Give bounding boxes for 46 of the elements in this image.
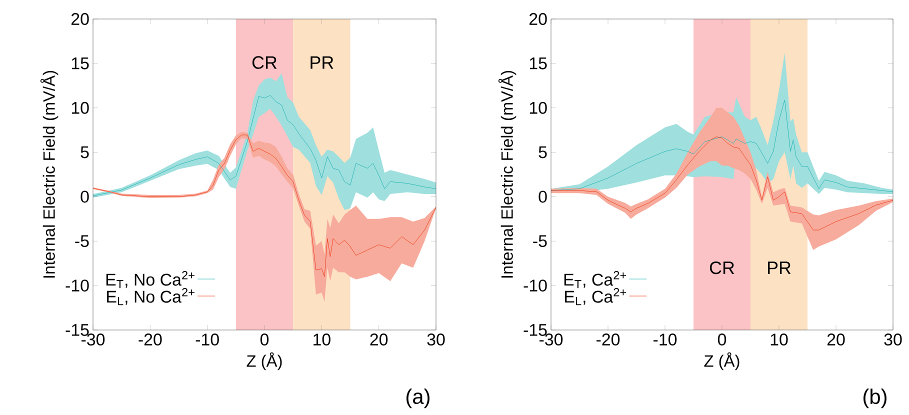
y-tick-label: -10 xyxy=(66,280,89,292)
y-tick-label: -5 xyxy=(533,235,547,248)
y-tick-label: 10 xyxy=(72,102,89,114)
y-tick-label: 10 xyxy=(530,102,547,114)
x-tick-label: -10 xyxy=(196,334,219,346)
y-axis-title: Internal Electric Field (mV/Å) xyxy=(498,70,516,278)
band-label: PR xyxy=(768,262,791,274)
text: (a) xyxy=(406,388,430,408)
legend-label: E$_{L}$, Ca$^{2+}$ xyxy=(565,288,626,306)
text: (b) xyxy=(864,388,886,408)
y-tick-label: 0 xyxy=(538,190,547,203)
y-tick-label: 15 xyxy=(530,58,547,70)
band-label: PR xyxy=(310,56,334,69)
y-tick-label: -5 xyxy=(75,235,89,248)
x-tick-label: 20 xyxy=(370,334,388,346)
x-axis-title: Z (Å) xyxy=(246,352,282,370)
legend-label: E$_{T}$, No Ca$^{2+}$ xyxy=(106,271,194,288)
x-tick-label: 30 xyxy=(427,334,445,346)
y-tick-label: -15 xyxy=(66,324,89,336)
y-tick-label: 20 xyxy=(72,13,89,25)
x-tick-label: 10 xyxy=(770,334,788,346)
x-tick-label: -10 xyxy=(654,334,677,346)
y-tick-label: 5 xyxy=(80,146,89,158)
x-tick-label: 0 xyxy=(718,334,726,346)
y-tick-label: -15 xyxy=(524,324,547,336)
band-label: CR xyxy=(252,56,277,69)
x-tick-label: 10 xyxy=(314,334,330,346)
y-tick-label: 5 xyxy=(538,146,547,158)
x-tick-label: 0 xyxy=(260,334,269,346)
line-series xyxy=(93,95,436,196)
band-label: CR xyxy=(710,261,734,274)
x-tick-label: -30 xyxy=(540,334,563,346)
x-axis-title: Z (Å) xyxy=(704,352,740,370)
y-tick-label: 15 xyxy=(72,58,89,70)
legend-label: E$_{L}$, No Ca$^{2+}$ xyxy=(107,288,194,306)
legend-label: E$_{T}$, Ca$^{2+}$ xyxy=(564,271,626,288)
y-axis-title: Internal Electric Field (mV/Å) xyxy=(40,70,58,278)
x-tick-label: -20 xyxy=(138,334,162,346)
y-tick-label: 0 xyxy=(80,190,89,203)
line-series xyxy=(551,136,894,230)
x-tick-label: 20 xyxy=(827,334,845,346)
y-tick-label: 20 xyxy=(530,13,547,25)
y-tick-label: -10 xyxy=(524,280,547,292)
x-tick-label: 30 xyxy=(884,334,902,346)
x-tick-label: -20 xyxy=(596,334,620,346)
x-tick-label: -30 xyxy=(82,334,105,346)
